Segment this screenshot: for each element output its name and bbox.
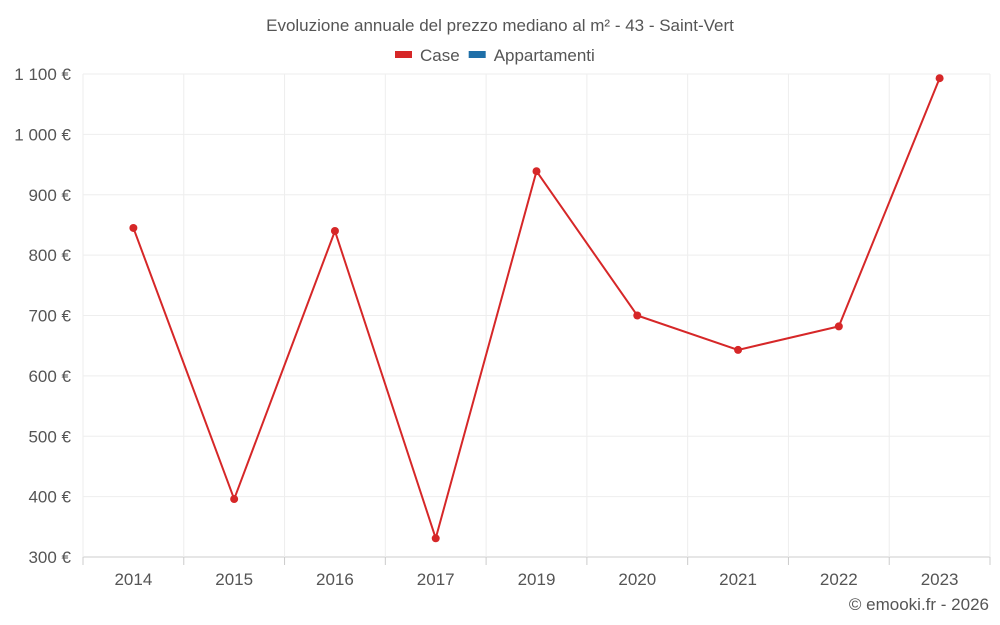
data-point	[935, 74, 944, 83]
x-axis: 2014 2015 2016 2017 2019 2020 2021 2022 2023	[82, 557, 991, 589]
y-tick-label: 1 000 €	[14, 125, 71, 144]
legend-label: Appartamenti	[494, 46, 595, 65]
x-tick-label: 2019	[518, 570, 556, 589]
data-point	[633, 311, 642, 320]
data-point	[532, 167, 541, 176]
chart-title: Evoluzione annuale del prezzo mediano al…	[266, 16, 734, 35]
data-point	[129, 223, 138, 232]
x-tick-label: 2023	[921, 570, 959, 589]
x-tick-label: 2015	[215, 570, 253, 589]
x-tick-label: 2022	[820, 570, 858, 589]
legend: Case Appartamenti	[395, 46, 595, 65]
legend-swatch	[468, 51, 486, 58]
grid	[82, 73, 991, 558]
series	[129, 74, 944, 543]
series-line-case	[132, 77, 941, 542]
y-tick-label: 700 €	[28, 307, 71, 326]
legend-label: Case	[420, 46, 460, 65]
data-point	[230, 495, 239, 504]
y-tick-label: 300 €	[28, 548, 71, 567]
x-tick-label: 2014	[114, 570, 152, 589]
y-tick-label: 500 €	[28, 427, 71, 446]
y-tick-label: 800 €	[28, 246, 71, 265]
x-tick-label: 2021	[719, 570, 757, 589]
y-axis: 300 € 400 € 500 € 600 € 700 € 800 € 900 € 1 000…	[14, 65, 71, 567]
data-point	[834, 322, 843, 331]
y-tick-label: 600 €	[28, 367, 71, 386]
x-tick-label: 2016	[316, 570, 354, 589]
y-tick-label: 900 €	[28, 186, 71, 205]
x-tick-label: 2020	[618, 570, 656, 589]
credit: © emooki.fr - 2026	[849, 595, 989, 614]
y-tick-label: 400 €	[28, 488, 71, 507]
data-point	[431, 534, 440, 543]
data-point	[734, 345, 743, 354]
y-tick-label: 1 100 €	[14, 65, 71, 84]
data-point	[330, 226, 339, 235]
legend-swatch	[395, 51, 412, 58]
x-tick-label: 2017	[417, 570, 455, 589]
